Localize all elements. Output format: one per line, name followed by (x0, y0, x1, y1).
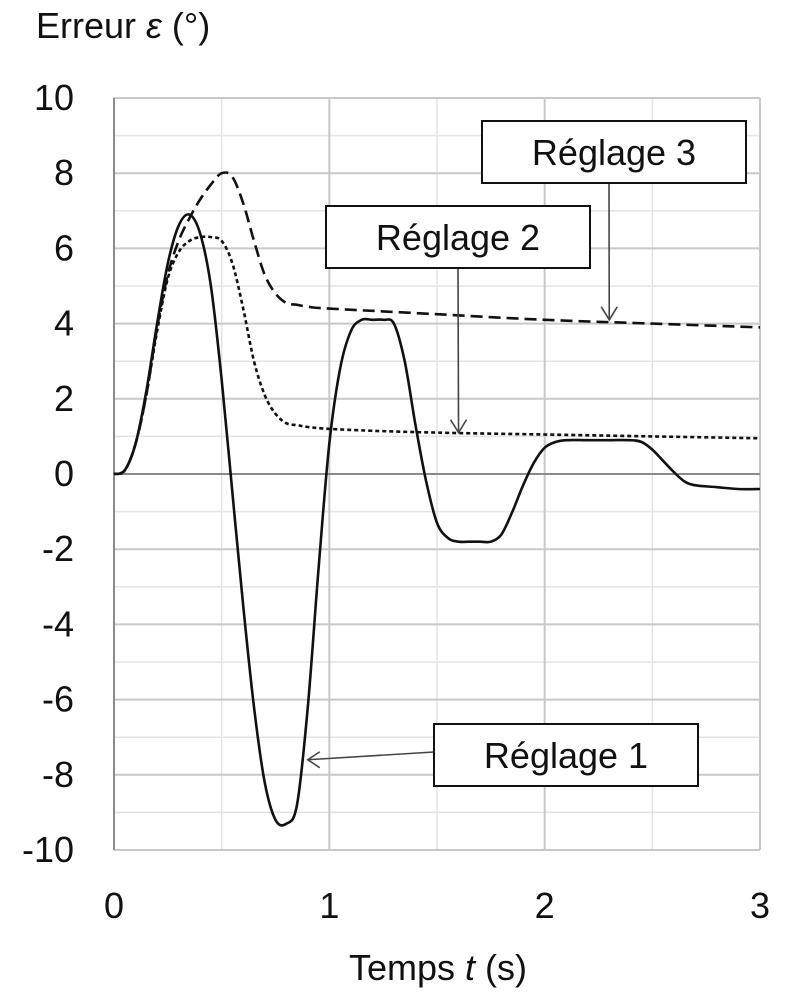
y-tick-label: -6 (42, 679, 74, 720)
callout-reglage-3: Réglage 3 (481, 120, 747, 322)
callout-leader (457, 267, 460, 433)
y-axis-title-text: Erreur (36, 5, 146, 46)
callout-box (481, 120, 747, 184)
x-tick-labels: 0 1 2 3 (104, 885, 770, 926)
callout-arrowhead (600, 306, 618, 322)
callout-box (433, 723, 699, 787)
y-axis-title: Erreur ε (°) (36, 5, 210, 46)
y-tick-label: -8 (42, 754, 74, 795)
y-axis-title-unit: (°) (162, 5, 210, 46)
series-lines (113, 171, 761, 827)
y-tick-label: -2 (42, 528, 74, 569)
callout-arrowhead (306, 751, 321, 769)
y-axis-title-symbol: ε (146, 5, 163, 46)
y-tick-labels: 10 8 6 4 2 0 -2 -4 -6 -8 -10 (22, 77, 74, 870)
callout-leader (307, 751, 435, 761)
x-axis-title-unit: (s) (475, 947, 527, 988)
y-tick-label: 8 (54, 152, 74, 193)
y-tick-label: -10 (22, 829, 74, 870)
y-tick-label: -4 (42, 603, 74, 644)
callout-reglage-2: Réglage 2 (325, 205, 591, 435)
y-tick-label: 6 (54, 227, 74, 268)
y-tick-label: 4 (54, 303, 74, 344)
x-axis-title-text: Temps (349, 947, 465, 988)
callout-label: Réglage 1 (484, 735, 648, 776)
series-line-reglage-3 (113, 171, 761, 476)
y-tick-label: 10 (34, 77, 74, 118)
x-axis-title: Temps t (s) (349, 947, 527, 988)
callout-label: Réglage 3 (532, 132, 696, 173)
x-tick-label: 1 (319, 885, 339, 926)
series-line-reglage-1 (113, 213, 761, 827)
x-axis-title-symbol: t (465, 947, 477, 988)
y-tick-label: 2 (54, 378, 74, 419)
callout-reglage-1: Réglage 1 (306, 723, 699, 787)
y-tick-label: 0 (54, 453, 74, 494)
callouts: Réglage 1 Réglage 2 Réglage 3 (306, 120, 747, 787)
callout-arrowhead (449, 419, 468, 435)
x-tick-label: 2 (535, 885, 555, 926)
x-tick-label: 0 (104, 885, 124, 926)
x-tick-label: 3 (750, 885, 770, 926)
callout-label: Réglage 2 (376, 217, 540, 258)
callout-box (325, 205, 591, 269)
